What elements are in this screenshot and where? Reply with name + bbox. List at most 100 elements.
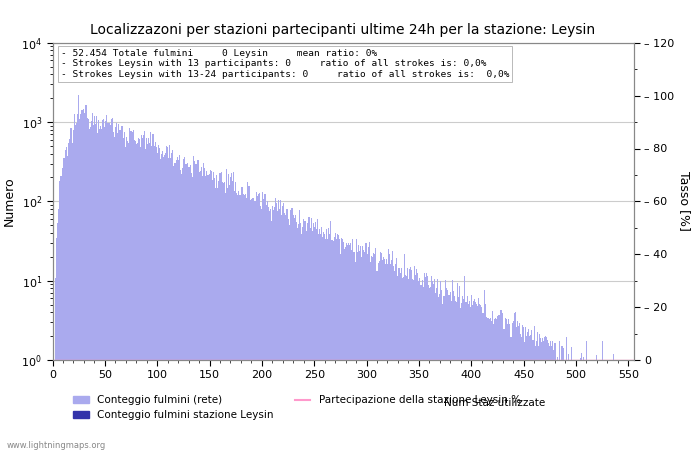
Bar (76, 123, 77, 450)
Bar (88, 119, 89, 450)
Bar (80, 114, 81, 450)
Bar (166, 146, 167, 450)
Bar (416, 269, 417, 450)
Bar (345, 247, 346, 450)
Bar (429, 288, 430, 450)
Bar (225, 193, 226, 450)
Bar (98, 121, 99, 450)
Bar (273, 210, 274, 450)
Bar (456, 302, 457, 450)
Bar (440, 280, 442, 450)
Bar (209, 174, 210, 450)
Bar (92, 112, 93, 450)
Bar (537, 332, 538, 450)
Bar (319, 230, 320, 450)
Bar (460, 308, 461, 450)
Bar (301, 234, 302, 450)
Bar (78, 94, 79, 450)
Bar (447, 290, 448, 450)
Bar (85, 105, 87, 450)
Bar (491, 311, 493, 450)
Bar (320, 234, 321, 450)
Bar (246, 182, 248, 450)
Bar (187, 162, 188, 450)
Bar (143, 135, 144, 450)
Bar (498, 315, 499, 450)
Bar (520, 334, 521, 450)
Bar (228, 175, 229, 450)
Bar (93, 125, 94, 450)
Bar (370, 262, 371, 450)
Bar (372, 257, 373, 450)
Bar (240, 195, 241, 450)
Bar (163, 157, 164, 450)
Bar (79, 119, 81, 450)
Bar (510, 337, 512, 450)
Bar (339, 239, 340, 450)
Bar (55, 278, 56, 450)
Bar (497, 316, 498, 450)
Bar (203, 163, 204, 450)
Bar (139, 139, 140, 450)
Bar (296, 222, 297, 450)
Bar (571, 347, 573, 450)
Bar (516, 327, 517, 450)
Bar (130, 131, 132, 450)
Bar (322, 237, 323, 450)
Bar (241, 187, 242, 450)
Bar (393, 266, 394, 450)
Bar (184, 157, 185, 450)
Bar (526, 336, 527, 450)
Y-axis label: Tasso [%]: Tasso [%] (678, 171, 691, 231)
Bar (234, 191, 235, 450)
Bar (298, 225, 299, 450)
Bar (180, 170, 181, 450)
Bar (293, 215, 294, 450)
Bar (323, 232, 324, 450)
Bar (458, 297, 459, 450)
Bar (132, 130, 134, 450)
Bar (568, 354, 569, 450)
Bar (398, 269, 400, 450)
Bar (332, 241, 334, 450)
Bar (162, 151, 163, 450)
Bar (366, 243, 367, 450)
Bar (475, 302, 476, 450)
Bar (384, 258, 385, 450)
Bar (484, 290, 485, 450)
Bar (277, 211, 278, 450)
Bar (284, 213, 286, 450)
Bar (411, 270, 412, 450)
Bar (89, 129, 90, 450)
Bar (74, 114, 75, 450)
Bar (158, 145, 159, 450)
Bar (210, 170, 211, 450)
Bar (348, 243, 349, 450)
Bar (481, 307, 482, 450)
Bar (586, 341, 587, 450)
Bar (262, 192, 263, 450)
Bar (337, 234, 338, 450)
Bar (148, 139, 149, 450)
Bar (533, 325, 535, 450)
Bar (195, 164, 197, 450)
Bar (543, 341, 544, 450)
Bar (562, 346, 563, 450)
Bar (193, 156, 195, 450)
Bar (379, 252, 381, 450)
Bar (496, 320, 497, 450)
Bar (432, 281, 433, 450)
Bar (183, 159, 184, 450)
Bar (386, 259, 387, 450)
Bar (172, 150, 174, 450)
Bar (288, 225, 290, 450)
Bar (489, 318, 491, 450)
Bar (134, 141, 136, 450)
Bar (521, 338, 522, 450)
Bar (433, 284, 434, 450)
Bar (127, 141, 128, 450)
Bar (165, 153, 166, 450)
Bar (328, 228, 330, 450)
Bar (223, 183, 224, 450)
Bar (427, 275, 428, 450)
